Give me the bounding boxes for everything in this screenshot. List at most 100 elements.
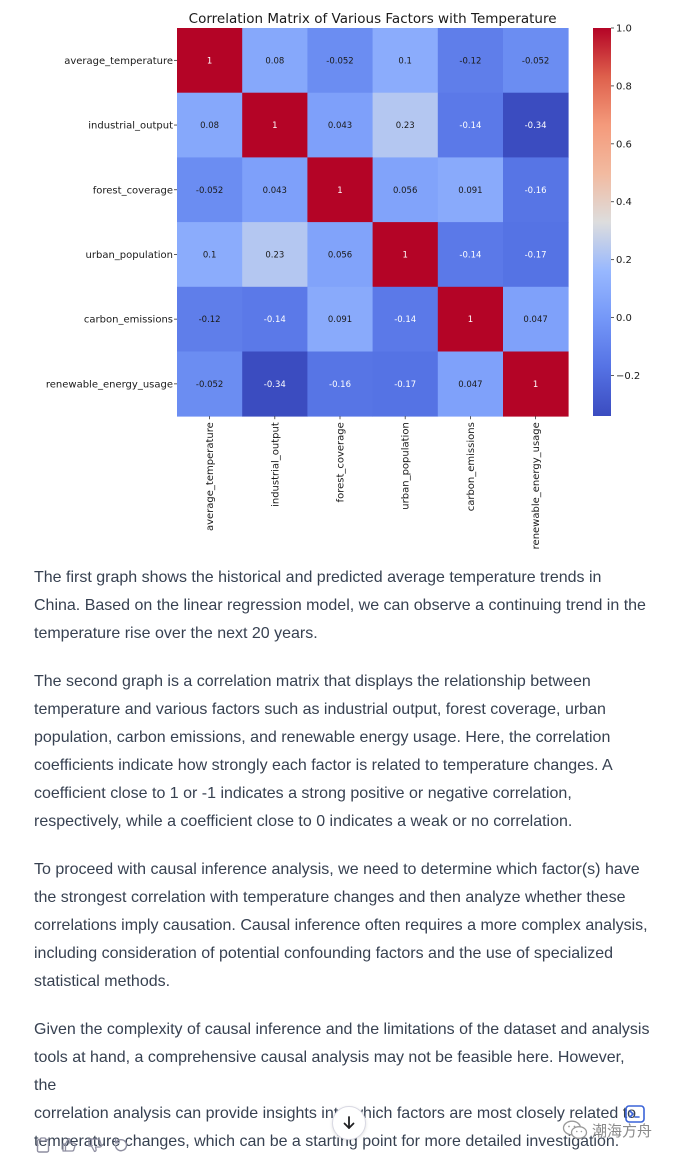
y-tick-label: industrial_output (88, 121, 173, 132)
cell-value-label: -0.34 (525, 121, 547, 131)
x-tick-label: carbon_emissions (466, 422, 477, 511)
heatmap-cell (372, 92, 439, 158)
cell-value-label: 1 (337, 186, 342, 196)
cell-value-label: 0.23 (396, 121, 415, 131)
heatmap-cell (372, 157, 439, 223)
cell-value-label: 0.08 (200, 121, 219, 131)
regenerate-button[interactable] (112, 1136, 130, 1154)
cell-value-label: 0.1 (398, 56, 412, 66)
cell-value-label: -0.14 (459, 250, 481, 260)
cell-value-label: -0.052 (326, 56, 353, 66)
message-paragraph-4: Given the complexity of causal inference… (34, 1021, 650, 1150)
heatmap-cell (307, 222, 373, 288)
code-interpreter-button[interactable] (624, 1104, 646, 1124)
cell-value-label: 0.1 (203, 250, 217, 260)
heatmap-cell (242, 28, 308, 94)
heatmap-cell (503, 157, 569, 223)
heatmap-cell (177, 28, 243, 94)
heatmap-cell (437, 351, 504, 417)
heatmap-cell (307, 351, 373, 417)
cell-value-label: -0.12 (199, 315, 221, 325)
scroll-to-bottom-button[interactable] (332, 1106, 366, 1140)
x-tick-label: urban_population (401, 422, 412, 509)
watermark-text: 潮海方舟 (592, 1121, 653, 1140)
y-tick-label: carbon_emissions (84, 315, 173, 326)
copy-button[interactable] (34, 1136, 52, 1154)
regenerate-icon (114, 1138, 128, 1152)
cell-value-label: 0.047 (458, 380, 482, 390)
heatmap-cell (177, 157, 243, 223)
cell-value-label: -0.17 (525, 250, 547, 260)
x-tick-label: average_temperature (205, 422, 216, 531)
thumbs-down-button[interactable] (86, 1136, 104, 1154)
heatmap-cell (177, 222, 243, 288)
chart-title: Correlation Matrix of Various Factors wi… (189, 11, 557, 27)
arrow-down-icon (343, 1116, 355, 1129)
heatmap-cell (242, 286, 308, 352)
colorbar-tick-label: 0.6 (616, 139, 632, 150)
heatmap-cell (437, 157, 504, 223)
colorbar-tick-label: 0.2 (616, 255, 632, 266)
heatmap-cell (503, 286, 569, 352)
heatmap-cell (503, 28, 569, 94)
cell-value-label: -0.34 (264, 380, 286, 390)
heatmap-cell (242, 351, 308, 417)
heatmap-svg: Correlation Matrix of Various Factors wi… (46, 11, 640, 549)
cell-value-label: -0.14 (264, 315, 286, 325)
cell-value-label: 1 (402, 250, 407, 260)
y-tick-label: forest_coverage (93, 185, 173, 196)
thumbs-up-button[interactable] (60, 1136, 78, 1154)
heatmap-cell (372, 222, 439, 288)
cell-value-label: 0.23 (265, 250, 284, 260)
heatmap-cell (307, 28, 373, 94)
heatmap-cell (307, 92, 373, 158)
cell-value-label: 0.043 (328, 121, 352, 131)
cell-value-label: -0.17 (394, 380, 416, 390)
heatmap-cell (177, 92, 243, 158)
colorbar-tick-label: −0.2 (616, 371, 640, 382)
y-tick-label: renewable_energy_usage (46, 379, 173, 390)
cell-value-label: 0.08 (265, 56, 284, 66)
heatmap-cell (372, 28, 439, 94)
x-tick-label: forest_coverage (336, 422, 347, 502)
heatmap-cell (242, 92, 308, 158)
message-paragraph-3: To proceed with causal inference analysi… (34, 861, 648, 990)
cell-value-label: -0.052 (196, 380, 223, 390)
assistant-message-body: The first graph shows the historical and… (34, 564, 650, 1176)
heatmap-cell (503, 351, 569, 417)
watermark: 潮海方舟 (562, 1118, 652, 1142)
heatmap-cell (437, 286, 504, 352)
heatmap-cell (503, 222, 569, 288)
heatmap-cell (177, 351, 243, 417)
cell-value-label: 0.056 (393, 186, 417, 196)
cell-value-label: 0.043 (263, 186, 287, 196)
message-action-bar (34, 1134, 130, 1156)
colorbar-tick-label: 0.8 (616, 81, 632, 92)
heatmap-cell (437, 222, 504, 288)
thumbs-up-icon (62, 1137, 77, 1152)
cell-value-label: -0.052 (196, 186, 223, 196)
cell-value-label: 1 (468, 315, 473, 325)
heatmap-cell (372, 351, 439, 417)
heatmap-cell (242, 222, 308, 288)
correlation-heatmap-figure: Correlation Matrix of Various Factors wi… (0, 0, 684, 560)
heatmap-cell (307, 286, 373, 352)
cell-value-label: 1 (207, 56, 212, 66)
heatmap-cell (437, 28, 504, 94)
y-tick-label: urban_population (86, 250, 173, 261)
cell-value-label: -0.14 (459, 121, 481, 131)
heatmap-cell (242, 157, 308, 223)
heatmap-cell (503, 92, 569, 158)
wechat-icon (562, 1120, 588, 1139)
cell-value-label: 1 (533, 380, 538, 390)
colorbar-tick-label: 1.0 (616, 24, 632, 35)
colorbar (593, 28, 611, 416)
cell-value-label: 0.056 (328, 250, 352, 260)
message-paragraph-1: The first graph shows the historical and… (34, 569, 646, 642)
message-paragraph-2: The second graph is a correlation matrix… (34, 673, 613, 830)
cell-value-label: 0.091 (458, 186, 482, 196)
cell-value-label: -0.052 (522, 56, 549, 66)
x-tick-label: industrial_output (270, 422, 281, 507)
heatmap-cell (177, 286, 243, 352)
y-tick-label: average_temperature (64, 56, 173, 67)
